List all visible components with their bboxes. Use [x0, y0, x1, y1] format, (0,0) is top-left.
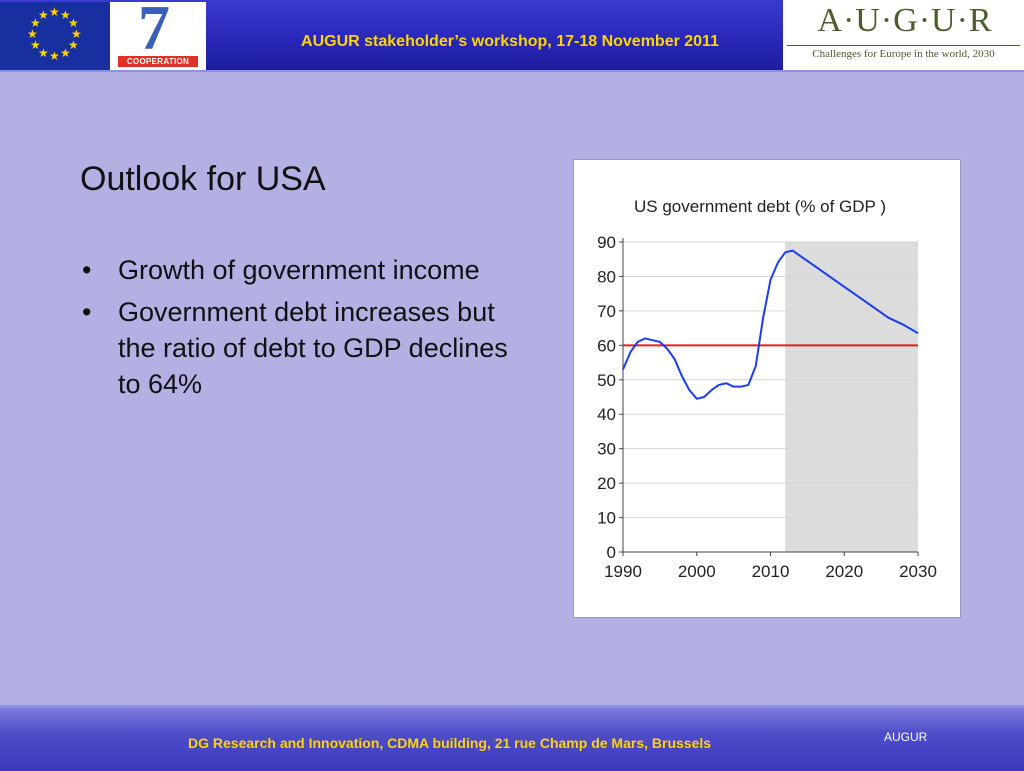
bullet-text: Government debt increases but the ratio …	[118, 297, 508, 399]
x-tick-label: 2010	[752, 562, 790, 581]
augur-logo-tagline: Challenges for Europe in the world, 2030	[812, 48, 995, 60]
bullet-list: • Growth of government income • Government…	[82, 252, 512, 408]
eu-star-icon: ★	[29, 38, 41, 52]
y-tick-label: 50	[597, 371, 616, 390]
augur-logo-wordmark: A·U·G·U·R	[817, 2, 993, 39]
y-tick-label: 70	[597, 302, 616, 321]
y-tick-label: 20	[597, 474, 616, 493]
y-tick-label: 60	[597, 336, 616, 355]
chart-title: US government debt (% of GDP )	[634, 197, 886, 216]
y-tick-label: 0	[607, 543, 616, 562]
bullet-text: Growth of government income	[118, 255, 480, 285]
footer-address: DG Research and Innovation, CDMA buildin…	[188, 735, 712, 751]
augur-logo-rule	[787, 45, 1020, 46]
eu-star-icon: ★	[49, 5, 60, 19]
slide-title: Outlook for USA	[80, 160, 326, 198]
eu-star-icon: ★	[49, 49, 60, 63]
eu-star-icon: ★	[68, 16, 79, 30]
x-tick-label: 2000	[678, 562, 716, 581]
x-tick-label: 2020	[825, 562, 863, 581]
eu-star-icon: ★	[29, 16, 41, 30]
y-tick-label: 40	[597, 405, 616, 424]
bullet-item: • Growth of government income	[82, 252, 512, 288]
eu-star-icon: ★	[60, 7, 71, 22]
eu-star-icon: ★	[27, 27, 38, 41]
bullet-item: • Government debt increases but the ratio…	[82, 294, 512, 402]
eu-star-icon: ★	[38, 46, 49, 61]
debt-chart-svg: US government debt (% of GDP )0102030405…	[597, 197, 937, 581]
footer-augur-tag: AUGUR	[884, 730, 928, 744]
y-tick-label: 30	[597, 440, 616, 459]
x-tick-label: 2030	[899, 562, 937, 581]
debt-chart: US government debt (% of GDP ) 0 10 20 30 40 5…	[573, 159, 961, 618]
y-tick-label: 10	[597, 509, 616, 528]
fp7-cooperation-logo: 7 COOPERATION	[110, 0, 206, 70]
projection-shade	[785, 242, 918, 552]
eu-star-icon: ★	[68, 38, 79, 52]
bullet-dot-icon: •	[82, 297, 92, 327]
eu-star-icon: ★	[38, 7, 49, 22]
footer-bar: DG Research and Innovation, CDMA buildin…	[0, 705, 1024, 771]
series-line	[622, 249, 919, 400]
fp7-seven-mark: 7	[138, 0, 170, 63]
x-tick-label: 1990	[604, 562, 642, 581]
eu-flag-logo: ★ ★ ★ ★ ★ ★ ★ ★ ★ ★ ★ ★	[0, 2, 110, 70]
y-tick-label: 90	[597, 233, 616, 252]
fp7-cooperation-label: COOPERATION	[118, 56, 198, 67]
eu-star-icon: ★	[60, 46, 71, 61]
header-divider	[0, 70, 1024, 72]
augur-logo: A·U·G·U·R Challenges for Europe in the w…	[783, 0, 1024, 70]
bullet-dot-icon: •	[82, 255, 92, 285]
workshop-title: AUGUR stakeholder’s workshop, 17-18 Nove…	[301, 33, 719, 50]
eu-star-icon: ★	[71, 27, 82, 41]
y-tick-label: 80	[597, 267, 616, 286]
